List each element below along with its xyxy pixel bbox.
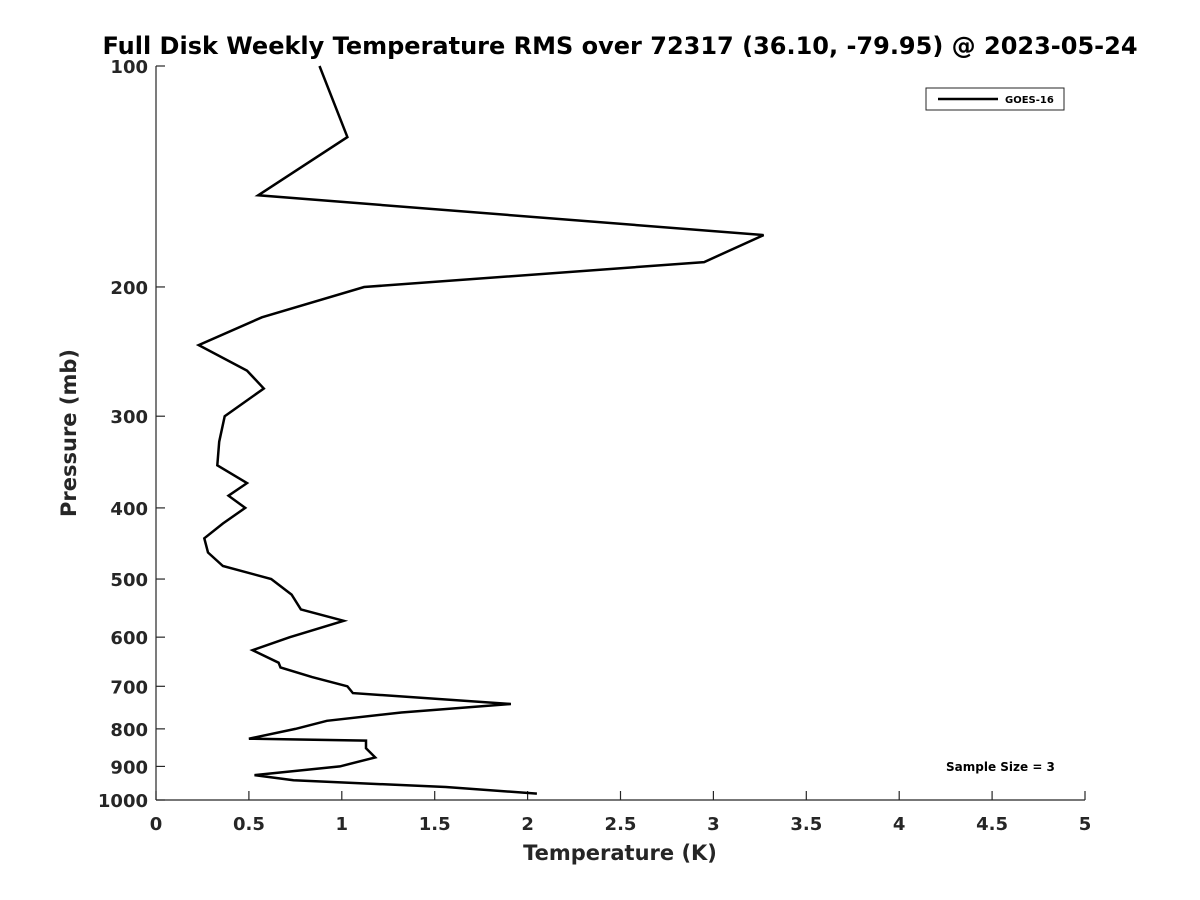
- series-group: [195, 65, 765, 795]
- plot-frame: [155, 66, 1085, 801]
- x-tick-label: 4.5: [976, 814, 1008, 835]
- x-tick-label: 0: [150, 814, 163, 835]
- y-tick-label: 200: [110, 278, 148, 299]
- x-tick-label: 1: [336, 814, 349, 835]
- y-tick-label: 400: [110, 499, 148, 520]
- x-tick-label: 1.5: [419, 814, 451, 835]
- legend-entry-goes-16: GOES-16: [1005, 95, 1054, 106]
- y-tick-label: 1000: [98, 791, 148, 812]
- y-tick-label: 700: [110, 677, 148, 698]
- chart-title: Full Disk Weekly Temperature RMS over 72…: [102, 32, 1137, 60]
- y-axis-label: Pressure (mb): [57, 349, 81, 517]
- y-tick-label: 600: [110, 628, 148, 649]
- y-tick-label: 800: [110, 720, 148, 741]
- x-tick-label: 5: [1079, 814, 1092, 835]
- x-axis-label: Temperature (K): [523, 841, 717, 865]
- x-tick-label: 2.5: [605, 814, 637, 835]
- x-tick-label: 2: [521, 814, 534, 835]
- x-tick-label: 4: [893, 814, 906, 835]
- x-tick-label: 3.5: [790, 814, 822, 835]
- x-tick-label: 0.5: [233, 814, 265, 835]
- legend: GOES-16: [925, 87, 1065, 111]
- y-tick-label: 500: [110, 570, 148, 591]
- y-tick-label: 900: [110, 757, 148, 778]
- sample-size-annotation: Sample Size = 3: [946, 760, 1055, 774]
- y-tick-label: 100: [110, 57, 148, 78]
- series-line-goes-16: [195, 65, 765, 795]
- x-axis-ticks: 0 0.5 1 1.5 2 2.5 3 3.5 4 4.5 5: [150, 791, 1092, 835]
- y-axis-ticks: 100 200 300 400 500 600 700 800 900 1000: [98, 57, 165, 812]
- x-tick-label: 3: [707, 814, 720, 835]
- y-tick-label: 300: [110, 407, 148, 428]
